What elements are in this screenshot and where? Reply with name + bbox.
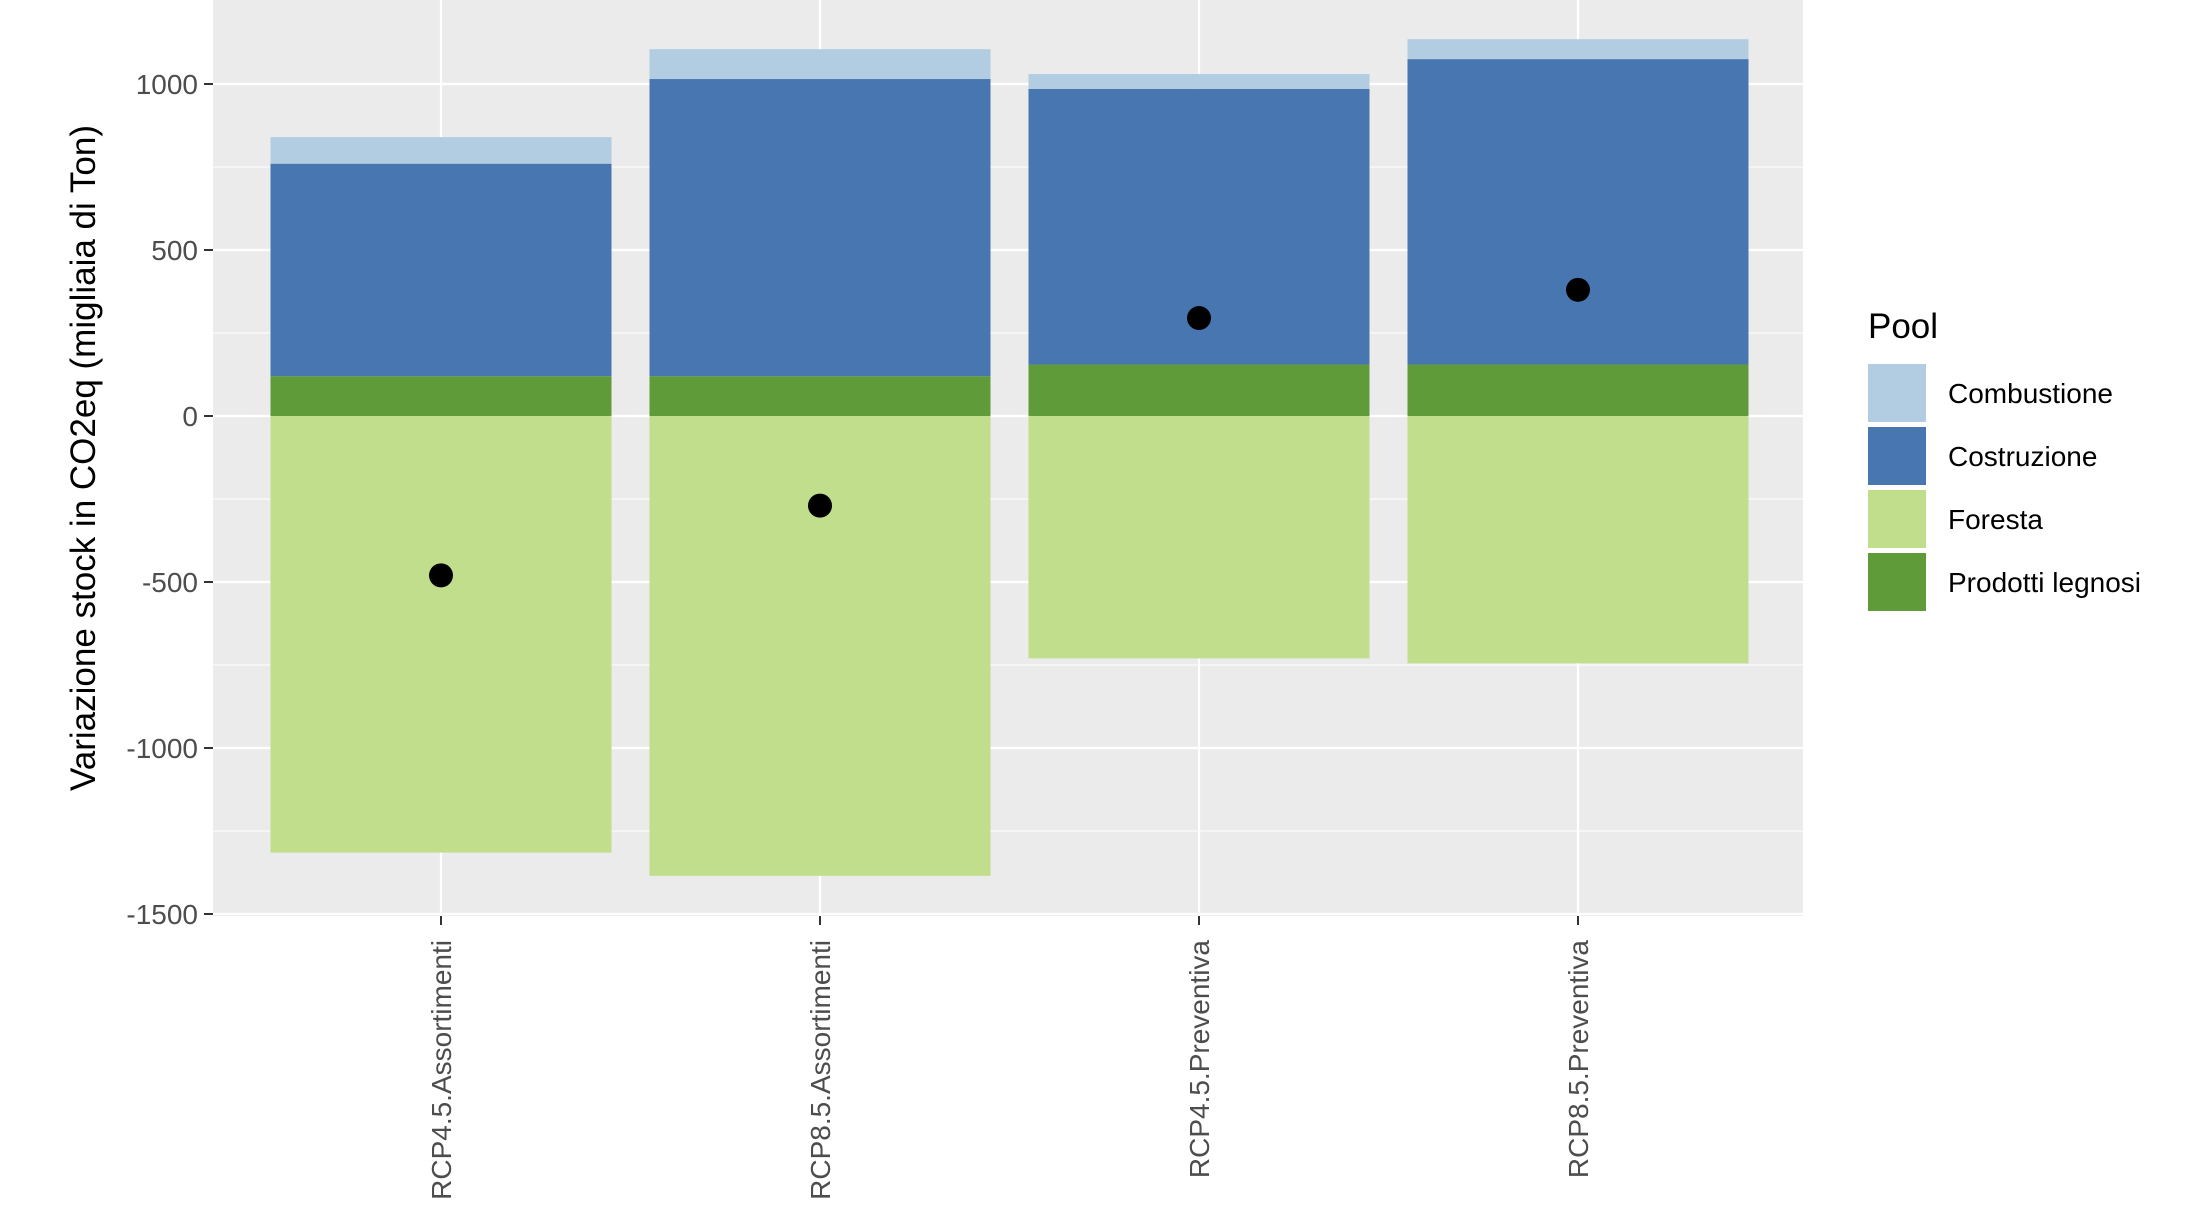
bar-foresta: [270, 416, 612, 853]
net-point: [1187, 306, 1211, 331]
bar-prodotti-legnosi: [1028, 364, 1370, 416]
x-tick-label: RCP4.5.Assortimenti: [426, 940, 457, 1200]
legend: Pool Combustione Costruzione Foresta Prodot…: [1868, 307, 2141, 611]
legend-key-prodotti-legnosi: [1868, 553, 1926, 611]
legend-label: Prodotti legnosi: [1948, 567, 2141, 598]
bar-foresta: [1407, 416, 1749, 664]
y-axis: -1500 -1000 -500 0 500 1000: [126, 69, 213, 930]
legend-key-costruzione: [1868, 427, 1926, 485]
bar-combustione: [270, 137, 612, 164]
y-tick-label: -1500: [126, 899, 198, 930]
x-tick-label: RCP8.5.Assortimenti: [805, 940, 836, 1200]
net-point: [429, 563, 453, 588]
legend-key-foresta: [1868, 490, 1926, 548]
x-tick-label: RCP8.5.Preventiva: [1563, 940, 1594, 1179]
y-tick-label: -500: [142, 567, 198, 598]
legend-title: Pool: [1868, 307, 1938, 346]
net-point: [1566, 277, 1590, 302]
bar-combustione: [1407, 39, 1749, 60]
legend-label: Foresta: [1948, 504, 2043, 535]
legend-key-combustione: [1868, 364, 1926, 422]
bar-foresta: [649, 416, 991, 876]
bar-prodotti-legnosi: [649, 376, 991, 416]
y-tick-label: 500: [151, 235, 198, 266]
bar-prodotti-legnosi: [270, 376, 612, 416]
bar-costruzione: [1407, 59, 1749, 365]
bar-combustione: [1028, 74, 1370, 89]
x-axis: RCP4.5.Assortimenti RCP8.5.Assortimenti RC…: [426, 916, 1594, 1200]
net-points: [429, 277, 1590, 588]
legend-label: Costruzione: [1948, 441, 2097, 472]
legend-label: Combustione: [1948, 378, 2113, 409]
y-axis-title: Variazione stock in CO2eq (migliaia di T…: [64, 125, 103, 791]
y-tick-label: 1000: [136, 69, 198, 100]
y-tick-label: -1000: [126, 733, 198, 764]
bar-costruzione: [649, 79, 991, 377]
net-point: [808, 493, 832, 518]
y-tick-label: 0: [182, 401, 198, 432]
x-tick-label: RCP4.5.Preventiva: [1184, 940, 1215, 1179]
bar-costruzione: [270, 163, 612, 377]
bar-prodotti-legnosi: [1407, 364, 1749, 416]
bar-foresta: [1028, 416, 1370, 659]
bar-combustione: [649, 49, 991, 80]
